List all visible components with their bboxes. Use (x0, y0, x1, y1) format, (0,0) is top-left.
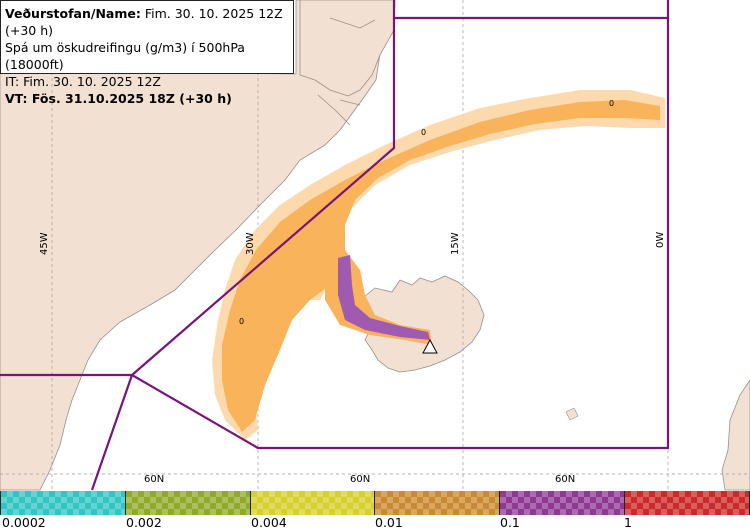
lon-label-45w: 45W (39, 232, 50, 255)
lat-label-2: 60N (350, 474, 370, 485)
valid-time-value: Fös. 31.10.2025 18Z (+30 h) (32, 91, 232, 106)
legend-swatch (625, 491, 750, 515)
lat-label-1: 60N (144, 474, 164, 485)
lat-label-3: 60N (555, 474, 575, 485)
legend-swatch (251, 491, 376, 515)
contour-label-2: 0 (421, 128, 426, 137)
legend-tick: 0.004 (251, 515, 287, 530)
issue-time: IT: Fim. 30. 10. 2025 12Z (5, 73, 289, 90)
legend-swatch (0, 491, 126, 515)
lon-label-15w: 15W (450, 232, 461, 255)
legend-tick: 1 (624, 515, 632, 530)
lon-label-30w: 30W (245, 232, 256, 255)
legend-swatch (126, 491, 251, 515)
legend-tick: 0.1 (500, 515, 520, 530)
concentration-legend: 0.0002 0.002 0.004 0.01 0.1 1 (0, 491, 750, 532)
legend-tick: 0.01 (375, 515, 403, 530)
legend-tick: 0.002 (126, 515, 162, 530)
contour-label-3: 0 (609, 99, 614, 108)
legend-tick: 0.0002 (2, 515, 46, 530)
forecast-description: Spá um öskudreifingu (g/m3) í 500hPa (18… (5, 39, 289, 73)
lon-label-0w: 0W (655, 232, 666, 248)
legend-swatch (500, 491, 625, 515)
contour-label-1: 0 (239, 317, 244, 326)
forecast-info-box: Veðurstofan/Name: Fim. 30. 10. 2025 12Z … (0, 0, 294, 74)
legend-color-bar (0, 491, 750, 515)
legend-swatch (375, 491, 500, 515)
issuer-label: Veðurstofan/Name: (5, 6, 141, 21)
valid-time-label: VT: (5, 91, 28, 106)
